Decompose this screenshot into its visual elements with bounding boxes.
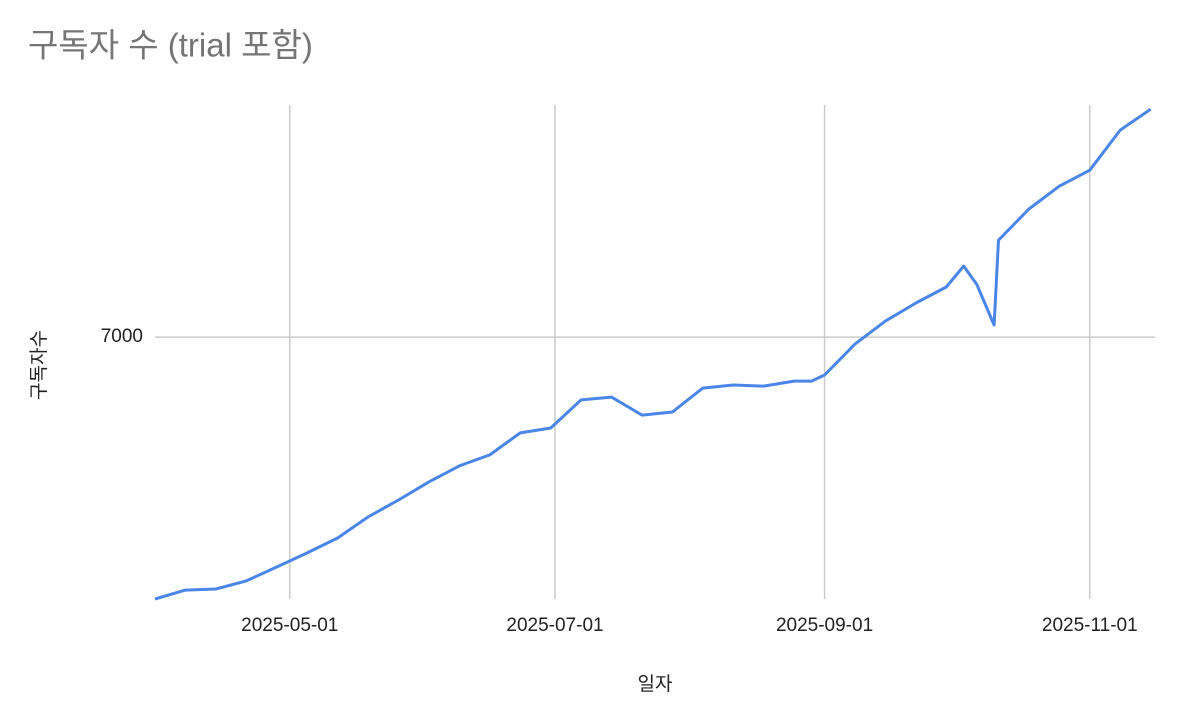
data-line	[154, 107, 1152, 601]
x-tick-label: 2025-05-01	[241, 615, 338, 636]
x-axis-label: 일자	[638, 673, 673, 695]
x-tick-label: 2025-11-01	[1042, 615, 1138, 636]
y-tick-label: 7000	[101, 326, 143, 347]
x-tick-label: 2025-09-01	[776, 615, 873, 636]
chart-title: 구독자 수 (trial 포함)	[28, 27, 313, 64]
y-axis-label: 구독자수	[28, 330, 50, 400]
x-tick-label: 2025-07-01	[506, 615, 603, 636]
